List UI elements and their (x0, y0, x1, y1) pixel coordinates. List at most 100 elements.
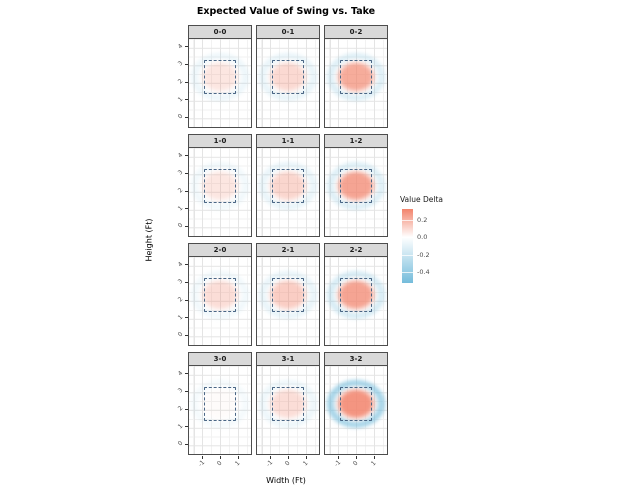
y-tick-label: 2 (176, 77, 185, 86)
y-tick-label: 4 (176, 151, 185, 160)
y-tick-label: 3 (176, 278, 185, 286)
y-tick-mark (185, 99, 188, 101)
panel-plot-area (257, 257, 319, 345)
density-blob (325, 39, 387, 127)
x-tick-mark (306, 456, 307, 459)
facet-label: 3-1 (257, 353, 319, 366)
legend: Value Delta 0.2 0.0 -0.2 -0.4 (400, 195, 462, 285)
facet-label: 2-0 (189, 244, 251, 257)
legend-colorbar (402, 209, 413, 283)
density-blob (325, 148, 387, 236)
strike-zone-outline (340, 169, 372, 203)
facet-panel-1-1: 1-1 (256, 134, 320, 237)
y-tick-mark (185, 155, 188, 157)
x-tick-label: 1 (301, 459, 310, 468)
x-tick-mark (270, 456, 271, 459)
y-axis-tick-gutter: 4 3 2 1 0 (166, 352, 188, 455)
y-tick-label: 4 (176, 369, 185, 378)
y-tick-mark (185, 264, 188, 266)
facet-panel-0-2: 0-2 (324, 25, 388, 128)
legend-tick-mark (402, 272, 413, 274)
x-tick-mark (238, 456, 239, 459)
x-tick-label: -1 (333, 459, 343, 469)
facet-panel-3-2: 3-2 (324, 352, 388, 455)
facet-panel-0-1: 0-1 (256, 25, 320, 128)
facet-label: 0-1 (257, 26, 319, 39)
panel-plot-area (325, 366, 387, 454)
legend-tick-mark (402, 237, 413, 239)
y-tick-label: 4 (176, 42, 185, 51)
x-tick-mark (356, 456, 357, 459)
facet-grid: 4 3 2 1 0 0-0 0-1 0-2 4 3 2 1 0 1-0 1-1 1-2 4 3 2 1 0 2-0 2-1 2… (166, 25, 388, 455)
legend-title: Value Delta (400, 195, 443, 204)
legend-colorbar-wrap: 0.2 0.0 -0.2 -0.4 (400, 209, 462, 285)
y-tick-label: 1 (176, 95, 185, 104)
strike-zone-outline (340, 387, 372, 421)
x-tick-block: -1 0 1 (324, 456, 388, 472)
chart-title: Expected Value of Swing vs. Take (196, 6, 376, 17)
y-tick-mark (185, 81, 188, 83)
facet-panel-1-0: 1-0 (188, 134, 252, 237)
x-tick-label: 0 (283, 459, 292, 468)
y-tick-mark (185, 281, 188, 283)
density-blob (325, 257, 387, 345)
density-blob (257, 257, 319, 345)
panel-plot-area (257, 366, 319, 454)
y-tick-mark (185, 116, 188, 118)
y-tick-mark (185, 443, 188, 445)
y-tick-mark (185, 317, 188, 319)
strike-zone-outline (272, 278, 304, 312)
panel-plot-area (325, 148, 387, 236)
y-tick-label: 0 (176, 222, 185, 230)
y-axis-title: Height (Ft) (144, 218, 154, 262)
x-tick-block: -1 0 1 (188, 456, 252, 472)
legend-tick-mark (402, 254, 413, 256)
y-tick-mark (185, 63, 188, 65)
y-tick-label: 1 (176, 422, 185, 431)
density-blob (189, 366, 251, 454)
facet-panel-2-2: 2-2 (324, 243, 388, 346)
facet-panel-2-0: 2-0 (188, 243, 252, 346)
density-blob (257, 39, 319, 127)
panel-plot-area (189, 257, 251, 345)
y-tick-label: 1 (176, 313, 185, 322)
y-tick-label: 2 (176, 404, 185, 413)
x-tick-label: 0 (215, 459, 224, 468)
panel-plot-area (257, 148, 319, 236)
legend-tick-mark (402, 219, 413, 221)
y-tick-label: 0 (176, 331, 185, 339)
x-axis-title: Width (Ft) (266, 476, 306, 485)
x-tick-mark (202, 456, 203, 459)
panel-plot-area (189, 148, 251, 236)
density-blob (189, 257, 251, 345)
y-tick-mark (185, 46, 188, 48)
x-axis-ticks: -1 0 1 -1 0 1 -1 0 1 (188, 456, 388, 472)
x-tick-mark (288, 456, 289, 459)
facet-label: 3-0 (189, 353, 251, 366)
y-tick-label: 1 (176, 204, 185, 213)
strike-zone-outline (272, 169, 304, 203)
facet-row: 4 3 2 1 0 3-0 3-1 3-2 (166, 352, 388, 455)
y-tick-mark (185, 408, 188, 410)
strike-zone-outline (204, 278, 236, 312)
strike-zone-outline (204, 60, 236, 94)
y-tick-label: 2 (176, 186, 185, 195)
strike-zone-outline (204, 169, 236, 203)
x-tick-block: -1 0 1 (256, 456, 320, 472)
y-tick-label: 3 (176, 169, 185, 177)
strike-zone-outline (340, 278, 372, 312)
x-tick-label: 1 (233, 459, 242, 468)
facet-label: 1-2 (325, 135, 387, 148)
facet-row: 4 3 2 1 0 0-0 0-1 0-2 (166, 25, 388, 128)
strike-zone-outline (340, 60, 372, 94)
y-tick-label: 3 (176, 60, 185, 68)
x-tick-label: -1 (197, 459, 207, 469)
density-blob (189, 148, 251, 236)
density-blob (257, 148, 319, 236)
y-tick-mark (185, 225, 188, 227)
y-tick-label: 3 (176, 387, 185, 395)
facet-panel-3-1: 3-1 (256, 352, 320, 455)
panel-plot-area (189, 39, 251, 127)
y-tick-label: 2 (176, 295, 185, 304)
legend-tick-label: -0.2 (417, 250, 430, 259)
